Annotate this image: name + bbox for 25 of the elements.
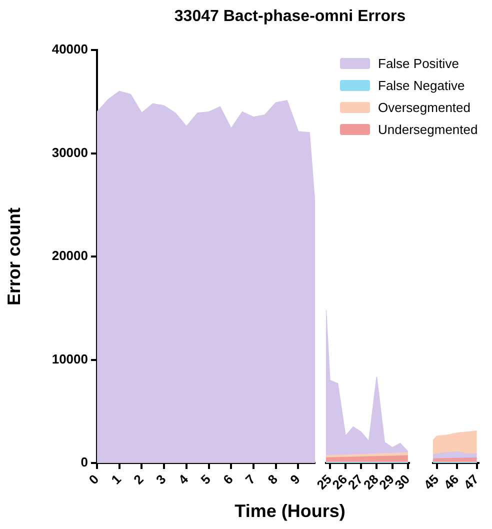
legend-label: False Positive	[378, 56, 459, 70]
x-tick-label: 5	[198, 472, 214, 488]
legend-label: Undersegmented	[378, 122, 478, 136]
x-tick-label: 45	[420, 472, 442, 492]
x-tick-label: 8	[264, 472, 281, 488]
legend-label: False Negative	[378, 78, 465, 92]
chart-title: 33047 Bact-phase-omni Errors	[173, 8, 407, 26]
x-tick-label: 47	[460, 472, 482, 492]
x-tick-label: 7	[242, 472, 258, 488]
x-tick-label: 3	[153, 472, 169, 488]
y-tick-label: 20000	[52, 248, 88, 264]
x-tick-label: 0	[86, 472, 102, 488]
x-tick-label: 2	[130, 472, 146, 488]
x-tick-label: 1	[108, 472, 124, 488]
y-tick-label: 40000	[52, 42, 88, 57]
y-tick-label: 0	[80, 454, 88, 470]
y-tick-label: 30000	[52, 144, 88, 160]
x-tick-label: 9	[287, 472, 303, 488]
x-tick-label: 6	[220, 472, 236, 488]
x-tick-label: 46	[440, 472, 462, 492]
x-tick-label: 4	[175, 471, 192, 488]
x-axis-title: Time (Hours)	[234, 501, 346, 522]
y-axis-title: Error count	[4, 207, 24, 306]
y-tick-label: 10000	[52, 351, 88, 366]
legend-label: Oversegmented	[378, 100, 470, 114]
